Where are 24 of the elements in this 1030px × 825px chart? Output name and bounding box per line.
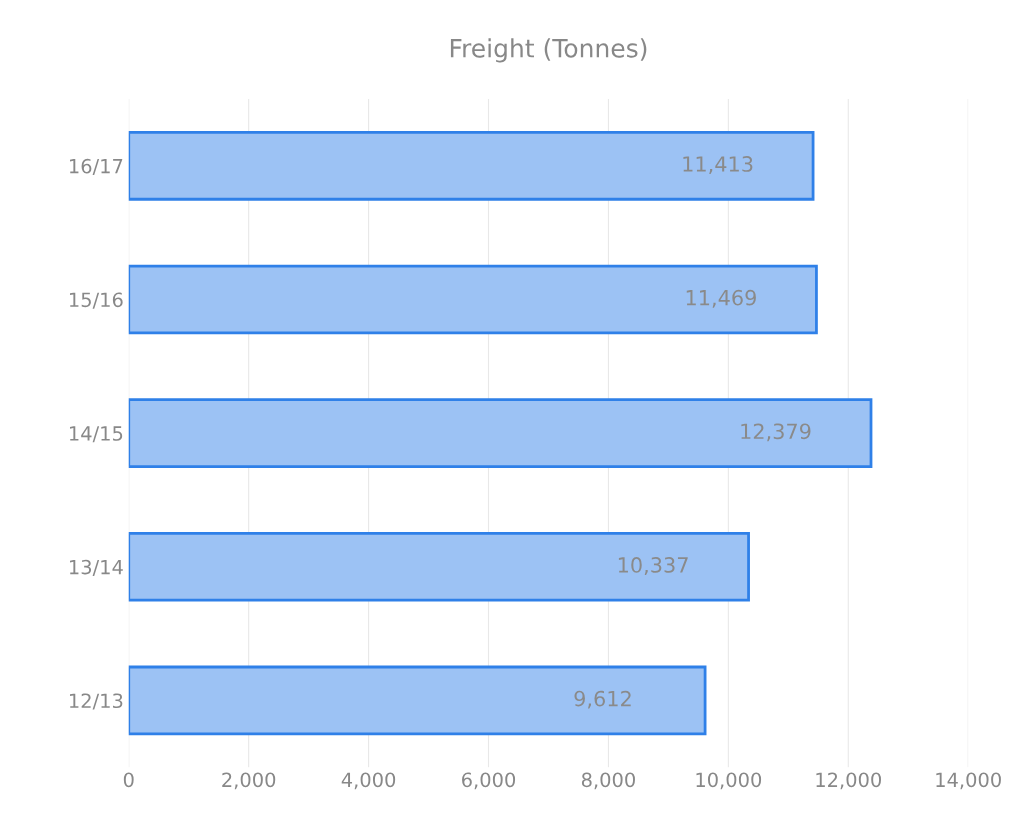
bar xyxy=(128,264,818,335)
bar xyxy=(128,398,873,468)
y-tick-label: 13/14 xyxy=(69,559,123,576)
data-label: 11,469 xyxy=(686,289,756,308)
y-tick-label: 15/16 xyxy=(69,292,123,309)
x-tick-label: 4,000 xyxy=(341,772,396,790)
x-tick-label: 8,000 xyxy=(581,772,635,790)
data-label: 9,612 xyxy=(574,690,631,709)
x-tick-label: 6,000 xyxy=(462,772,516,790)
y-tick-label: 16/17 xyxy=(69,158,123,176)
x-tick-label: 12,000 xyxy=(816,772,882,790)
x-tick-label: 2,000 xyxy=(222,772,276,790)
bar xyxy=(128,531,750,602)
chart-title: Freight (Tonnes) xyxy=(450,38,647,63)
x-tick-label: 0 xyxy=(123,772,134,788)
y-tick-label: 14/15 xyxy=(69,426,123,443)
x-tick-label: 10,000 xyxy=(696,772,762,790)
bar xyxy=(128,665,707,736)
x-tick-label: 14,000 xyxy=(936,772,1001,790)
data-label: 11,413 xyxy=(683,156,753,174)
bar xyxy=(128,131,815,201)
data-label: 10,337 xyxy=(618,557,688,575)
y-tick-label: 12/13 xyxy=(69,693,123,710)
data-label: 12,379 xyxy=(741,423,811,442)
